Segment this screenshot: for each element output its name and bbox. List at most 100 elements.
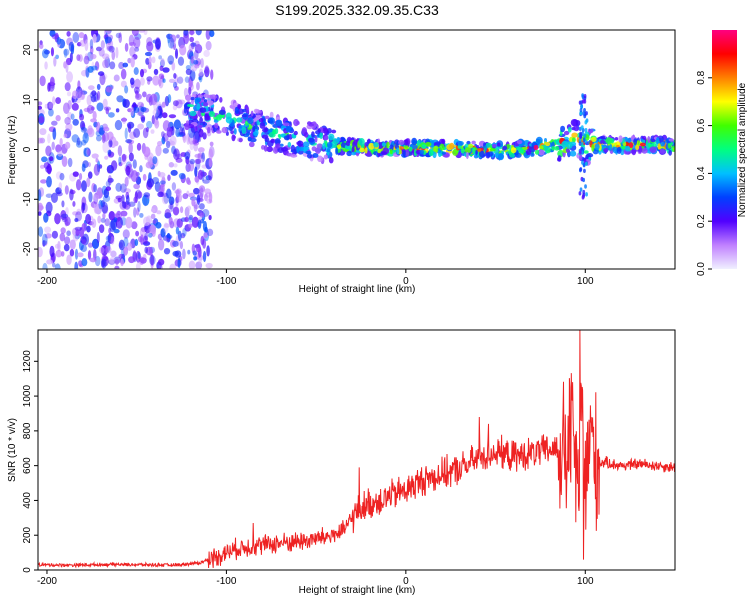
- spectrogram-noise-blob: [69, 52, 73, 63]
- spectrogram-noise-blob: [208, 148, 214, 160]
- spectrogram-ridge-blob: [510, 147, 517, 154]
- spectrogram-streak-blob: [582, 111, 585, 116]
- spectrogram-noise-blob: [137, 123, 144, 130]
- spectrogram-ridge-blob: [614, 136, 619, 141]
- spectrogram-ridge-blob: [594, 143, 600, 151]
- spectrogram-ridge-blob: [218, 109, 226, 115]
- spectrogram-ridge-blob: [449, 142, 455, 150]
- spectrogram-ridge-blob: [274, 138, 281, 146]
- spectrogram-noise-blob: [55, 114, 61, 122]
- spectrogram-noise-blob: [98, 48, 105, 57]
- spectrogram-noise-blob: [38, 202, 44, 212]
- spectrogram-streak-blob: [585, 111, 588, 116]
- spectrogram-noise-blob: [118, 239, 125, 251]
- spectrogram-noise-blob: [64, 236, 71, 245]
- spectrogram-ridge-blob: [312, 152, 319, 158]
- spectrogram-noise-blob: [141, 116, 146, 123]
- spectrogram-noise-blob: [67, 99, 72, 110]
- spectrogram-noise-blob: [127, 123, 132, 133]
- spectrogram-ridge-blob: [554, 146, 560, 151]
- spectrogram-noise-blob: [93, 194, 99, 200]
- spectrogram-noise-blob: [139, 257, 147, 264]
- spectrogram-ridge-blob: [668, 138, 675, 142]
- spectrogram-noise-blob: [173, 119, 181, 130]
- spectrogram-noise-blob: [99, 124, 104, 137]
- spectrogram-noise-blob: [91, 218, 97, 228]
- spectrogram-noise-blob: [98, 199, 103, 210]
- spectrogram-noise-blob: [135, 250, 141, 263]
- spectrogram-streak-blob: [584, 128, 588, 133]
- spectrogram-noise-blob: [160, 58, 165, 67]
- snr-y-tick-label: 1200: [22, 350, 33, 373]
- spectrogram-ridge-blob: [563, 130, 570, 136]
- spectrogram-noise-blob: [194, 63, 200, 69]
- spectrogram-ridge-blob: [196, 103, 201, 110]
- spectrogram-noise-blob: [84, 39, 89, 52]
- spectrogram-noise-blob: [139, 77, 145, 86]
- spectrogram-noise-blob: [105, 180, 111, 188]
- spectrogram-noise-blob: [162, 67, 170, 73]
- spectrogram-noise-blob: [180, 232, 186, 239]
- spectrogram-noise-blob: [174, 48, 179, 59]
- spectrogram-streak-blob: [581, 131, 584, 137]
- spectrogram-noise-blob: [80, 244, 87, 253]
- spectrogram-noise-blob: [173, 206, 180, 216]
- spectrogram-noise-blob: [80, 120, 86, 130]
- spectrogram-noise-blob: [189, 30, 195, 35]
- spectrogram-noise-blob: [38, 43, 44, 49]
- spectrogram-noise-blob: [197, 169, 204, 180]
- spectrogram-noise-blob: [105, 186, 112, 191]
- spectrogram-ridge-blob: [203, 101, 209, 107]
- spectrogram-noise-blob: [106, 45, 114, 52]
- spectrogram-noise-blob: [146, 41, 154, 52]
- spectrogram-ridge-blob: [476, 145, 480, 149]
- spectrogram-noise-blob: [45, 201, 53, 214]
- spectrogram-noise-blob: [87, 85, 95, 91]
- spectrogram-ridge-blob: [305, 150, 312, 155]
- spectrogram-ridge-blob: [279, 143, 284, 147]
- spectrogram-noise-blob: [108, 211, 116, 221]
- spectrogram-noise-blob: [50, 76, 55, 86]
- spectrogram-noise-blob: [115, 32, 122, 39]
- spectrogram-ridge-blob: [219, 96, 223, 103]
- figure-title: S199.2025.332.09.35.C33: [275, 2, 439, 18]
- spectrogram-ridge-blob: [247, 117, 254, 125]
- spectrogram-noise-blob: [109, 220, 116, 233]
- spectrogram-noise-blob: [130, 106, 135, 117]
- spectrogram-noise-blob: [188, 43, 194, 53]
- spectrogram-noise-blob: [74, 217, 79, 223]
- spectrogram-ridge-blob: [368, 142, 375, 150]
- spectrogram-streak-blob: [579, 167, 583, 172]
- spectrogram-ridge-blob: [323, 136, 329, 141]
- spectrogram-noise-blob: [45, 193, 53, 198]
- spectrogram-noise-blob: [158, 78, 162, 87]
- spectrogram-ridge-blob: [521, 146, 529, 151]
- spectrogram-noise-blob: [184, 151, 191, 160]
- spectrogram-noise-blob: [122, 62, 129, 68]
- spectrogram-noise-blob: [193, 59, 199, 65]
- spectrogram-noise-blob: [185, 64, 192, 71]
- spectrogram-ridge-blob: [497, 142, 501, 147]
- spectrogram-noise-blob: [66, 230, 71, 237]
- spectrogram-noise-blob: [144, 51, 153, 57]
- spectrogram-ridge-blob: [565, 148, 570, 153]
- spectrogram-noise-blob: [76, 42, 82, 47]
- spectrogram-ridge-blob: [402, 150, 406, 158]
- spectrogram-ridge-blob: [203, 99, 208, 103]
- spectrogram-ridge-blob: [460, 147, 466, 154]
- spectrogram-noise-blob: [124, 42, 129, 52]
- spectrogram-ridge-blob: [398, 139, 405, 146]
- spectrogram-noise-blob: [170, 140, 175, 146]
- spectrogram-noise-blob: [157, 238, 165, 251]
- spectrogram-noise-blob: [92, 33, 97, 44]
- spectrogram-noise-blob: [131, 221, 138, 230]
- spectrogram-noise-blob: [142, 173, 147, 181]
- spectrogram-ridge-blob: [314, 135, 318, 143]
- spectrogram-ridge-blob: [441, 151, 446, 155]
- spectrogram-noise-blob: [78, 32, 85, 39]
- spectrogram-noise-blob: [97, 215, 102, 224]
- spectrogram-ridge-blob: [322, 142, 326, 150]
- spectrogram-ridge-blob: [359, 147, 365, 153]
- spectrogram-noise-blob: [122, 116, 127, 124]
- spectrogram-noise-blob: [182, 193, 189, 200]
